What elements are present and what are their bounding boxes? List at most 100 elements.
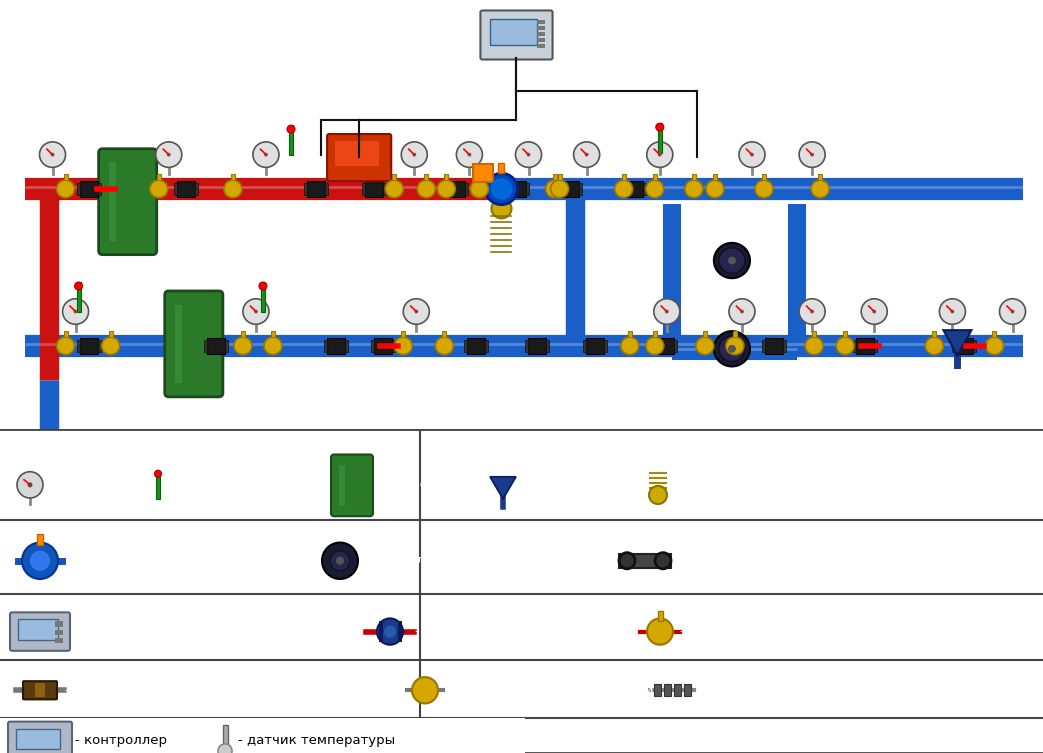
Bar: [653, 331, 657, 337]
Circle shape: [574, 142, 600, 167]
Circle shape: [940, 299, 966, 325]
Circle shape: [467, 153, 471, 157]
Circle shape: [719, 336, 745, 361]
Bar: [553, 174, 557, 180]
Circle shape: [618, 553, 635, 569]
Bar: [545, 340, 549, 352]
Bar: [628, 331, 632, 337]
Circle shape: [394, 337, 412, 355]
FancyBboxPatch shape: [331, 455, 373, 517]
Polygon shape: [490, 477, 516, 499]
Bar: [684, 684, 692, 697]
Bar: [76, 340, 79, 352]
Circle shape: [999, 299, 1025, 325]
Bar: [490, 20, 536, 44]
Bar: [765, 338, 783, 354]
Bar: [485, 340, 488, 352]
Bar: [558, 174, 561, 180]
Circle shape: [224, 180, 242, 198]
Circle shape: [799, 299, 825, 325]
Bar: [973, 340, 976, 352]
Bar: [625, 181, 642, 197]
FancyBboxPatch shape: [99, 149, 156, 255]
Circle shape: [253, 142, 278, 167]
Circle shape: [234, 337, 252, 355]
Bar: [261, 282, 265, 312]
Bar: [536, 20, 544, 24]
Bar: [98, 340, 100, 352]
Bar: [365, 181, 383, 197]
Bar: [762, 174, 766, 180]
Circle shape: [551, 180, 568, 198]
Bar: [733, 331, 737, 337]
Bar: [383, 183, 386, 195]
Bar: [442, 331, 446, 337]
Circle shape: [50, 153, 54, 157]
Bar: [657, 611, 662, 621]
Circle shape: [1011, 309, 1015, 313]
Bar: [654, 684, 661, 697]
Text: - регулятор перепада давления: - регулятор перепада давления: [674, 478, 899, 492]
Bar: [465, 183, 468, 195]
Bar: [783, 340, 786, 352]
Circle shape: [470, 180, 488, 198]
Bar: [176, 181, 195, 197]
Circle shape: [414, 309, 418, 313]
Bar: [955, 338, 973, 354]
Bar: [874, 340, 877, 352]
Text: - контроллер: - контроллер: [75, 734, 167, 748]
Bar: [64, 331, 68, 337]
Bar: [339, 465, 345, 506]
Circle shape: [491, 199, 511, 218]
Circle shape: [40, 142, 66, 167]
Circle shape: [437, 180, 456, 198]
Circle shape: [862, 299, 888, 325]
Bar: [335, 141, 380, 166]
Bar: [55, 621, 63, 626]
Circle shape: [713, 331, 750, 367]
Bar: [818, 174, 822, 180]
Circle shape: [750, 153, 754, 157]
Circle shape: [150, 180, 168, 198]
Bar: [345, 340, 348, 352]
Bar: [713, 174, 717, 180]
Circle shape: [655, 553, 671, 569]
Bar: [18, 620, 58, 640]
Circle shape: [384, 626, 396, 638]
Bar: [225, 340, 227, 352]
Text: - датчик температуры: - датчик температуры: [238, 734, 395, 748]
FancyBboxPatch shape: [8, 721, 72, 753]
Text: - виброизоляционная вставка: - виброизоляционная вставка: [698, 684, 907, 697]
Bar: [536, 44, 544, 47]
Text: - шаровый кран фланцевый: - шаровый кран фланцевый: [415, 625, 611, 638]
Bar: [499, 163, 505, 173]
FancyBboxPatch shape: [481, 11, 553, 59]
Circle shape: [621, 337, 638, 355]
Bar: [37, 535, 43, 544]
Circle shape: [167, 153, 171, 157]
Bar: [664, 684, 671, 697]
Bar: [425, 174, 429, 180]
Circle shape: [811, 180, 829, 198]
Circle shape: [646, 337, 663, 355]
Bar: [0, 718, 525, 753]
Bar: [526, 183, 529, 195]
Circle shape: [254, 309, 258, 313]
Bar: [703, 331, 707, 337]
Text: - шаровый кран муфтовый: - шаровый кран муфтовый: [680, 625, 868, 638]
Bar: [325, 183, 329, 195]
Bar: [558, 183, 560, 195]
Circle shape: [646, 180, 663, 198]
Bar: [478, 174, 482, 180]
Circle shape: [685, 180, 703, 198]
Text: - ультразвуковой теплосчетчик: - ультразвуковой теплосчетчик: [678, 554, 900, 567]
Bar: [447, 181, 465, 197]
Circle shape: [490, 178, 512, 200]
Bar: [392, 340, 395, 352]
Circle shape: [264, 337, 282, 355]
Bar: [156, 174, 161, 180]
Bar: [692, 174, 696, 180]
Circle shape: [799, 142, 825, 167]
Bar: [271, 331, 275, 337]
Circle shape: [63, 299, 89, 325]
